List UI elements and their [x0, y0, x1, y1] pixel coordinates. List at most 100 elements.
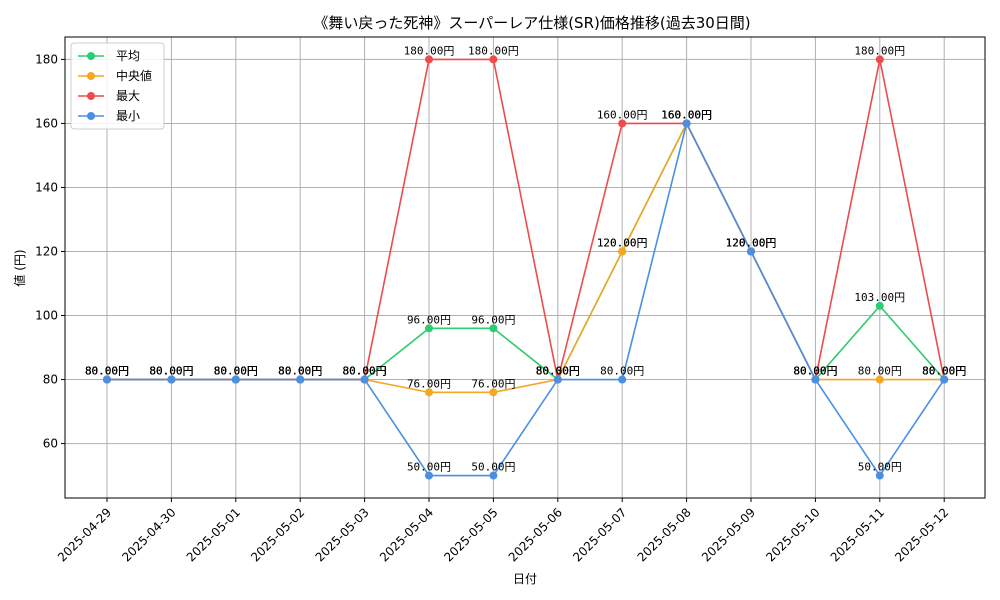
legend-swatch-marker [87, 112, 95, 120]
data-point [489, 471, 498, 480]
series-line [107, 121, 945, 394]
data-label: 80.00円 [343, 365, 387, 378]
data-label-layer: 80.00円 80.00円 80.00円 80.00円 80.00円 96.00円 96.0… [85, 44, 966, 473]
data-label: 50.00円 [471, 461, 515, 474]
data-point [811, 375, 820, 384]
data-label: 80.00円 [343, 365, 387, 378]
data-label: 80.00円 [85, 365, 129, 378]
data-point [875, 471, 884, 480]
data-point [425, 471, 433, 480]
data-label: 120.00円 [726, 236, 777, 249]
y-tick-label: 60 [43, 437, 58, 451]
data-label: 160.00円 [661, 108, 712, 121]
data-point [682, 119, 691, 128]
data-point [489, 55, 498, 64]
data-point [489, 324, 498, 333]
data-label: 80.00円 [278, 365, 322, 378]
data-label: 103.00円 [854, 291, 905, 304]
x-tick-layer: 2025-04-29 2025-04-30 2025-05-01 2025-05-02… [55, 498, 951, 565]
legend-swatch-marker [87, 72, 95, 80]
x-tick-label: 2025-05-09 [699, 505, 758, 564]
data-label: 80.00円 [922, 365, 966, 378]
x-tick-label: 2025-05-10 [763, 505, 822, 564]
legend-swatch-marker [87, 92, 95, 100]
data-label: 160.00円 [597, 108, 648, 121]
data-label: 120.00円 [726, 236, 777, 249]
data-label: 96.00円 [407, 313, 451, 326]
data-label: 120.00円 [726, 236, 777, 249]
data-label: 80.00円 [85, 365, 129, 378]
x-axis-label: 日付 [513, 572, 537, 586]
data-point [360, 375, 369, 384]
series-line [107, 121, 945, 478]
data-label: 180.00円 [468, 44, 519, 57]
data-label: 80.00円 [922, 365, 966, 378]
data-label: 80.00円 [343, 365, 387, 378]
data-label: 80.00円 [343, 365, 387, 378]
data-point [425, 388, 433, 397]
y-tick-label: 140 [35, 180, 58, 194]
data-label: 80.00円 [278, 365, 322, 378]
data-point [231, 375, 240, 384]
data-label: 80.00円 [536, 365, 580, 378]
data-point [747, 247, 755, 256]
y-tick-label: 180 [35, 52, 58, 66]
legend-label: 最小 [116, 109, 140, 123]
data-label: 160.00円 [661, 108, 712, 121]
data-label: 80.00円 [793, 365, 837, 378]
data-label: 120.00円 [726, 236, 777, 249]
data-point [167, 375, 176, 384]
data-point [875, 55, 884, 64]
data-label: 80.00円 [149, 365, 193, 378]
data-label: 80.00円 [149, 365, 193, 378]
plot-frame [64, 36, 986, 499]
data-label: 80.00円 [85, 365, 129, 378]
x-tick-label: 2025-05-07 [570, 505, 629, 564]
data-label: 80.00円 [149, 365, 193, 378]
data-label: 80.00円 [149, 365, 193, 378]
data-label: 96.00円 [471, 313, 515, 326]
x-tick-label: 2025-05-01 [184, 505, 243, 564]
data-label: 160.00円 [661, 108, 712, 121]
x-tick-label: 2025-05-02 [248, 505, 307, 564]
data-point [489, 388, 498, 397]
series-line [107, 58, 945, 382]
data-label: 120.00円 [597, 236, 648, 249]
data-label: 80.00円 [536, 365, 580, 378]
data-label: 50.00円 [407, 461, 451, 474]
y-tick-label: 80 [43, 373, 58, 387]
data-label: 80.00円 [600, 365, 644, 378]
data-label: 80.00円 [278, 365, 322, 378]
x-tick-label: 2025-05-12 [892, 505, 951, 564]
legend-swatch-marker [87, 52, 95, 60]
data-label: 80.00円 [278, 365, 322, 378]
data-label: 180.00円 [854, 44, 905, 57]
legend-label: 最大 [116, 89, 140, 103]
data-label: 80.00円 [214, 365, 258, 378]
data-label: 80.00円 [793, 365, 837, 378]
y-tick-label: 100 [35, 309, 58, 323]
x-tick-label: 2025-05-08 [635, 505, 694, 564]
data-label: 80.00円 [85, 365, 129, 378]
y-tick-label: 120 [35, 244, 58, 258]
data-point [875, 301, 884, 310]
data-point [940, 375, 949, 384]
data-label: 80.00円 [858, 365, 902, 378]
data-point [618, 119, 627, 128]
x-tick-label: 2025-05-03 [313, 505, 372, 564]
x-tick-label: 2025-05-11 [828, 505, 887, 564]
data-label: 80.00円 [922, 365, 966, 378]
data-label: 80.00円 [922, 365, 966, 378]
data-point [425, 324, 433, 333]
data-point [103, 375, 111, 384]
x-tick-label: 2025-05-05 [441, 505, 500, 564]
x-tick-label: 2025-04-30 [119, 505, 178, 564]
legend-box [70, 42, 165, 130]
legend-label: 中央値 [116, 68, 152, 83]
data-point [296, 375, 305, 384]
data-label: 76.00円 [471, 377, 515, 390]
data-point [618, 247, 627, 256]
data-label: 180.00円 [404, 44, 455, 57]
series-layer [103, 55, 949, 480]
